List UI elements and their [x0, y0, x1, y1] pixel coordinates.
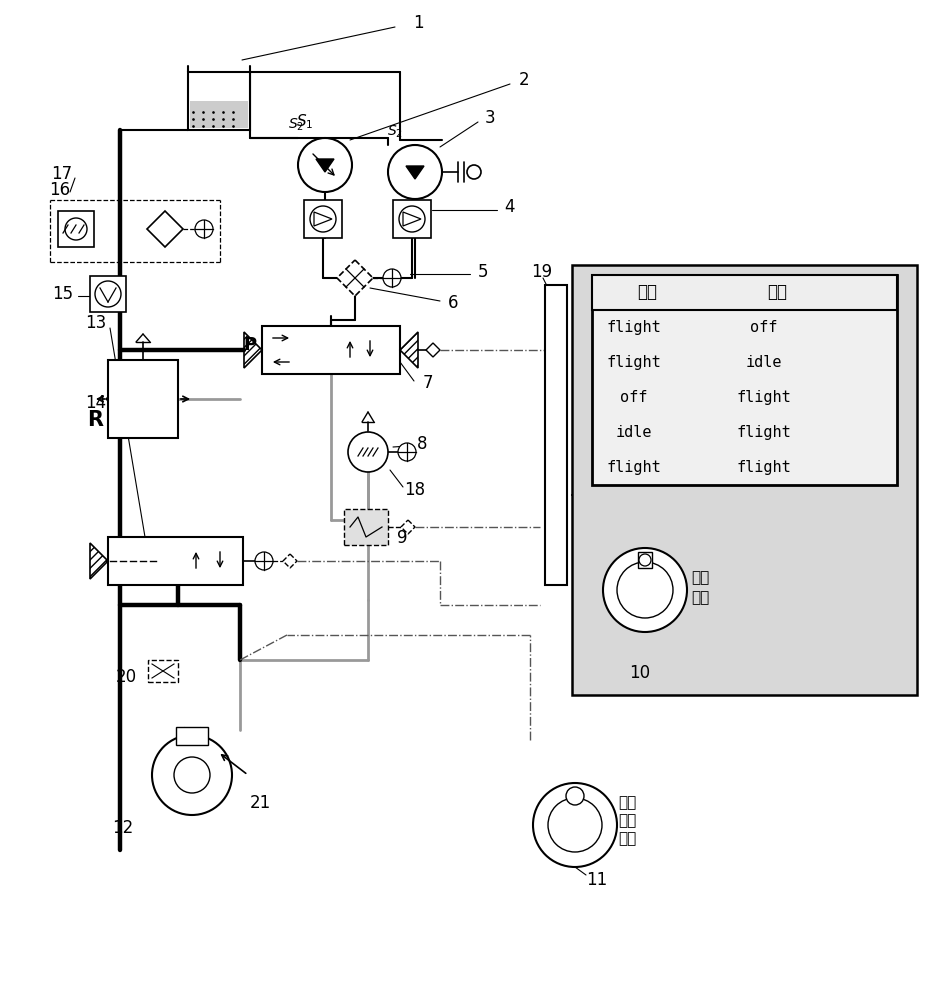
Text: 松刹: 松刹	[617, 796, 635, 810]
Polygon shape	[337, 260, 373, 296]
Circle shape	[639, 554, 651, 566]
Circle shape	[95, 281, 121, 307]
Text: 右发: 右发	[767, 283, 786, 301]
Text: 21: 21	[249, 794, 271, 812]
Circle shape	[548, 798, 602, 852]
Bar	[90, 276, 126, 312]
Text: 15: 15	[53, 285, 73, 303]
Text: 9: 9	[397, 529, 407, 547]
Bar	[591, 275, 896, 485]
Text: flight: flight	[606, 355, 661, 370]
Bar	[57, 211, 94, 247]
Text: 6: 6	[447, 294, 458, 312]
Text: $S_1$: $S_1$	[296, 113, 313, 131]
Polygon shape	[425, 343, 439, 357]
Text: 13: 13	[85, 314, 107, 332]
Bar	[591, 275, 896, 310]
Text: 10: 10	[629, 664, 650, 682]
Text: 动刹: 动刹	[617, 814, 635, 828]
Bar	[544, 285, 566, 585]
Bar	[304, 200, 342, 238]
Circle shape	[195, 220, 213, 238]
Text: 4: 4	[504, 198, 514, 216]
Text: 2: 2	[518, 71, 528, 89]
Bar	[108, 537, 243, 585]
Circle shape	[616, 562, 672, 618]
Text: flight: flight	[606, 320, 661, 335]
Circle shape	[603, 548, 686, 632]
Text: 18: 18	[404, 481, 425, 499]
Polygon shape	[283, 554, 297, 568]
Text: 19: 19	[531, 263, 552, 281]
Text: 20: 20	[115, 668, 136, 686]
Text: 地面: 地面	[690, 590, 708, 605]
Bar	[190, 101, 248, 128]
Polygon shape	[316, 159, 334, 172]
Circle shape	[466, 165, 480, 179]
Text: $S_2$: $S_2$	[287, 117, 304, 133]
Text: 左发: 左发	[636, 283, 656, 301]
Text: flight: flight	[736, 460, 791, 475]
Text: 7: 7	[423, 374, 433, 392]
Bar	[261, 326, 400, 374]
Circle shape	[298, 138, 351, 192]
Bar	[392, 200, 430, 238]
Text: off: off	[619, 390, 647, 405]
Bar	[176, 727, 208, 745]
Polygon shape	[313, 212, 332, 226]
Text: 空中: 空中	[690, 570, 708, 585]
Bar	[147, 660, 178, 682]
Circle shape	[255, 552, 273, 570]
Text: 8: 8	[416, 435, 426, 453]
Text: $S_2$: $S_2$	[387, 124, 402, 140]
Text: 5: 5	[477, 263, 488, 281]
Circle shape	[174, 757, 210, 793]
Circle shape	[387, 145, 441, 199]
Polygon shape	[146, 211, 183, 247]
Bar	[638, 552, 652, 568]
Bar	[188, 72, 249, 130]
Bar	[108, 360, 178, 438]
Circle shape	[348, 432, 387, 472]
Text: idle: idle	[616, 425, 652, 440]
Text: flight: flight	[736, 390, 791, 405]
Circle shape	[65, 218, 87, 240]
Text: R: R	[87, 410, 103, 430]
Text: 11: 11	[586, 871, 607, 889]
Text: 14: 14	[85, 394, 107, 412]
Circle shape	[565, 787, 583, 805]
Circle shape	[399, 206, 425, 232]
Circle shape	[310, 206, 336, 232]
Bar	[344, 509, 387, 545]
Circle shape	[532, 783, 616, 867]
Text: 1: 1	[413, 14, 423, 32]
Circle shape	[398, 443, 415, 461]
Bar	[571, 265, 916, 695]
Text: flight: flight	[606, 460, 661, 475]
Text: flight: flight	[736, 425, 791, 440]
Text: 3: 3	[484, 109, 495, 127]
Polygon shape	[406, 166, 424, 179]
Circle shape	[152, 735, 232, 815]
Polygon shape	[400, 520, 414, 534]
Text: P: P	[243, 336, 256, 354]
Text: 12: 12	[112, 819, 133, 837]
Text: 停放: 停放	[617, 832, 635, 846]
Circle shape	[383, 269, 400, 287]
Text: 17: 17	[51, 165, 72, 183]
Text: 16: 16	[49, 181, 70, 199]
Text: off: off	[750, 320, 777, 335]
Text: idle: idle	[745, 355, 781, 370]
Polygon shape	[402, 212, 421, 226]
